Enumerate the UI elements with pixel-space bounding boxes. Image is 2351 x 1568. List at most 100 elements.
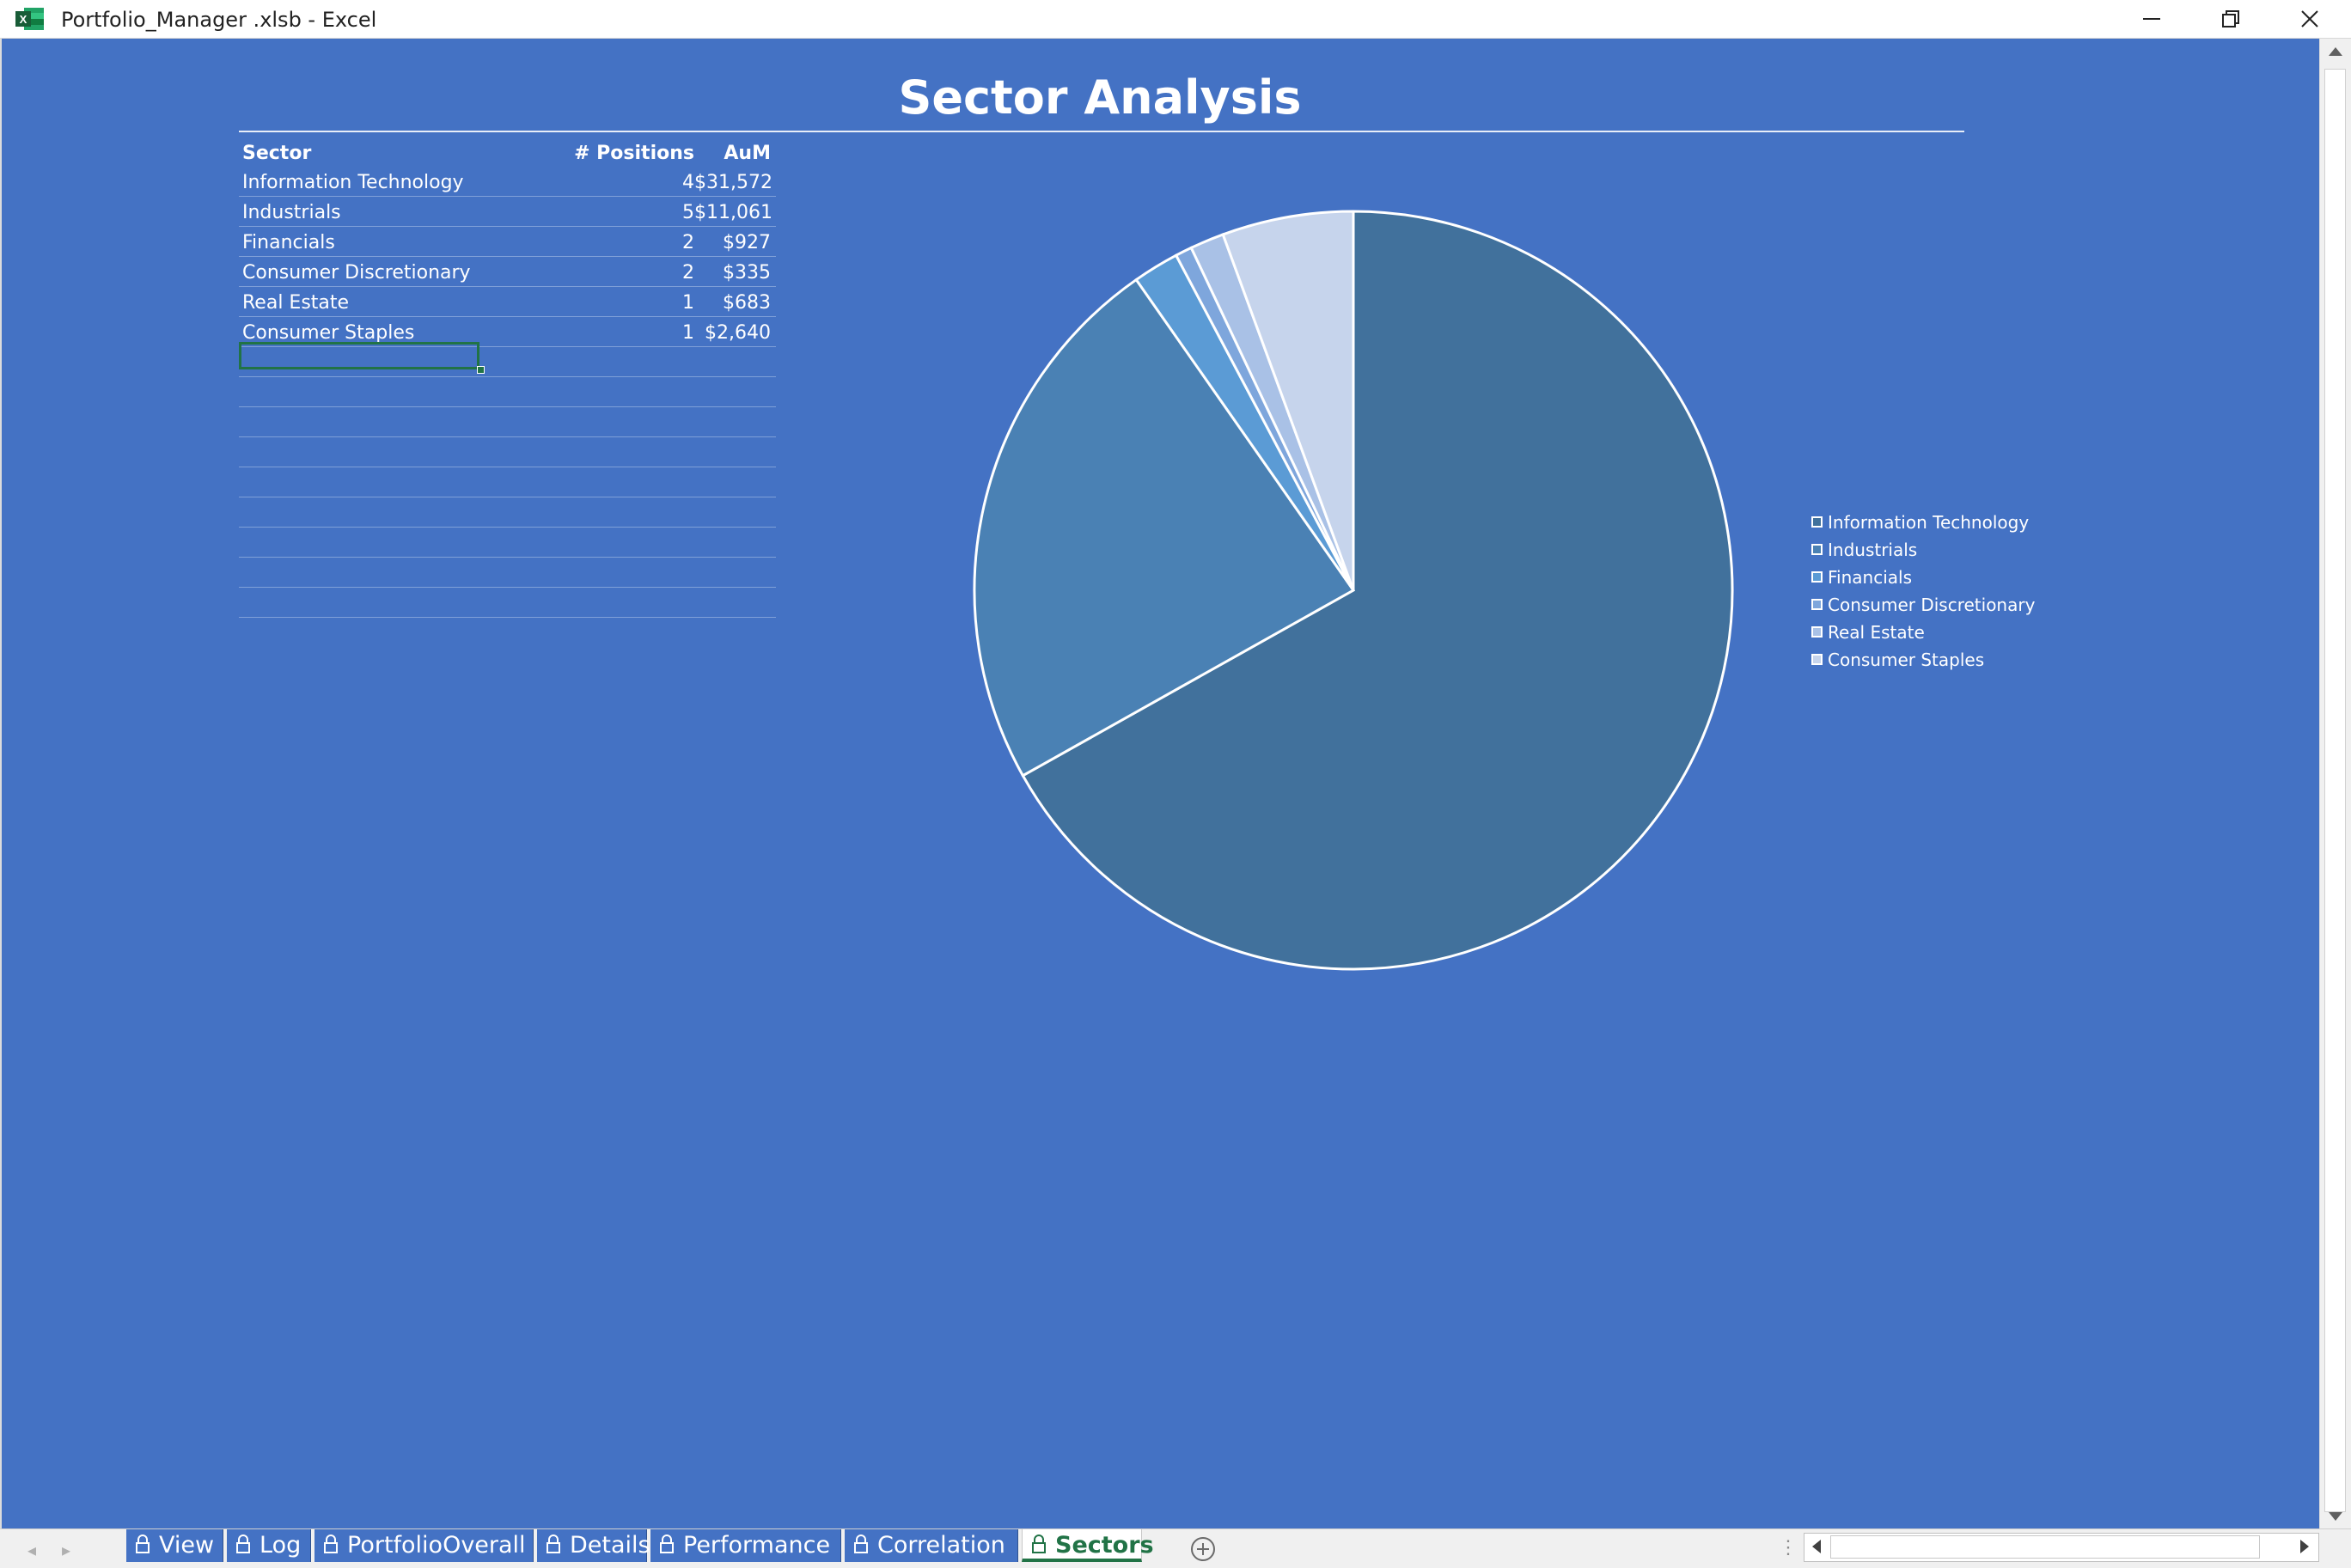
sheet-tab-label: Sectors [1055, 1532, 1154, 1559]
legend-label: Information Technology [1828, 512, 2030, 533]
restore-icon [2222, 10, 2239, 27]
table-row: Real Estate 1 $683 [239, 287, 776, 317]
legend-swatch [1811, 626, 1823, 638]
header-sector[interactable]: Sector [242, 143, 312, 164]
cell-sector[interactable]: Financials [242, 232, 335, 253]
legend-label: Financials [1828, 567, 1912, 588]
sheet-tab-details[interactable]: Details [537, 1529, 650, 1562]
lock-icon [854, 1534, 868, 1553]
sector-pie-chart[interactable] [945, 189, 1736, 979]
cell-sector[interactable]: Information Technology [242, 172, 464, 193]
lock-icon [136, 1534, 150, 1553]
empty-row[interactable] [239, 588, 776, 618]
table-row: Consumer Staples 1 $2,640 [239, 317, 776, 347]
cell-positions[interactable]: 1 [682, 322, 694, 344]
legend-label: Consumer Discretionary [1828, 595, 2036, 615]
legend-swatch [1811, 599, 1823, 610]
empty-row[interactable] [239, 528, 776, 558]
selected-cell[interactable] [239, 342, 479, 369]
lock-icon [324, 1534, 338, 1553]
sheet-left-border [0, 39, 2, 1528]
close-icon [2301, 10, 2318, 27]
table-row: Financials 2 $927 [239, 227, 776, 257]
lock-icon [547, 1534, 560, 1553]
minimize-icon [2143, 18, 2160, 20]
header-positions[interactable]: # Positions [574, 143, 694, 164]
scroll-left-arrow-icon[interactable] [1808, 1538, 1825, 1555]
header-aum[interactable]: AuM [724, 143, 771, 164]
sector-table: Sector # Positions AuM Information Techn… [239, 137, 776, 618]
close-button[interactable] [2270, 0, 2349, 38]
scroll-down-arrow-icon[interactable] [2327, 1508, 2344, 1525]
tab-splitter-icon[interactable]: ⋮ [1779, 1536, 1798, 1558]
add-sheet-button[interactable] [1190, 1536, 1216, 1562]
empty-row[interactable] [239, 437, 776, 467]
sheet-tab-correlation[interactable]: Correlation [845, 1529, 1018, 1562]
legend-swatch [1811, 654, 1823, 665]
sheet-tab-label: View [159, 1532, 215, 1559]
pie-slice-information-technology[interactable] [1021, 210, 1734, 971]
pie-slice-consumer-staples[interactable] [1221, 210, 1355, 591]
tab-scroll-left-icon[interactable]: ◂ [27, 1541, 37, 1560]
scroll-up-arrow-icon[interactable] [2327, 43, 2344, 60]
empty-row[interactable] [239, 407, 776, 437]
table-row: Industrials 5 $11,061 [239, 197, 776, 227]
table-header-row: Sector # Positions AuM [239, 137, 776, 167]
table-row: Consumer Discretionary 2 $335 [239, 257, 776, 287]
sheet-tab-performance[interactable]: Performance [650, 1529, 841, 1562]
sheet-tab-log[interactable]: Log [227, 1529, 311, 1562]
lock-icon [236, 1534, 250, 1553]
cell-positions[interactable]: 5 [682, 202, 694, 223]
title-bar: X Portfolio_Manager .xlsb - Excel [0, 0, 2351, 39]
sheet-title: Sector Analysis [898, 70, 1302, 125]
legend-swatch [1811, 571, 1823, 583]
legend-label: Industrials [1828, 540, 1918, 560]
lock-icon [660, 1534, 674, 1553]
tab-scroll-right-icon[interactable]: ▸ [62, 1541, 71, 1560]
cell-sector[interactable]: Consumer Staples [242, 322, 415, 344]
cell-positions[interactable]: 4 [682, 172, 694, 193]
empty-row[interactable] [239, 558, 776, 588]
scroll-right-arrow-icon[interactable] [2296, 1538, 2313, 1555]
excel-icon: X [15, 8, 44, 30]
window-title: Portfolio_Manager .xlsb - Excel [61, 8, 377, 32]
cell-aum[interactable]: $2,640 [705, 322, 771, 344]
pie-slice-industrials[interactable] [973, 278, 1356, 778]
legend-label: Consumer Staples [1828, 650, 1985, 670]
cell-positions[interactable]: 1 [682, 292, 694, 314]
cell-sector[interactable]: Industrials [242, 202, 341, 223]
svg-text:X: X [20, 13, 27, 26]
sheet-tab-portfoliooverall[interactable]: PortfolioOverall [314, 1529, 534, 1562]
sheet-tab-label: PortfolioOverall [347, 1532, 526, 1559]
empty-row[interactable] [239, 497, 776, 528]
cell-aum[interactable]: $31,572 [694, 172, 772, 193]
sheet-tab-label: Log [260, 1532, 302, 1559]
cell-aum[interactable]: $11,061 [694, 202, 772, 223]
sheet-tab-view[interactable]: View [126, 1529, 223, 1562]
cell-positions[interactable]: 2 [682, 232, 694, 253]
legend-swatch [1811, 544, 1823, 555]
sheet-tab-label: Correlation [877, 1532, 1005, 1559]
title-underline [239, 131, 1964, 132]
table-row: Information Technology 4 $31,572 [239, 167, 776, 197]
cell-sector[interactable]: Real Estate [242, 292, 350, 314]
cell-aum[interactable]: $335 [723, 262, 771, 284]
vertical-scroll-thumb[interactable] [2324, 69, 2346, 1512]
legend-label: Real Estate [1828, 622, 1925, 643]
fill-handle[interactable] [477, 366, 485, 374]
empty-row[interactable] [239, 347, 776, 377]
minimize-button[interactable] [2112, 0, 2191, 38]
cell-positions[interactable]: 2 [682, 262, 694, 284]
empty-row[interactable] [239, 377, 776, 407]
lock-icon [1032, 1534, 1046, 1553]
sheet-tab-label: Details [570, 1532, 650, 1559]
cell-aum[interactable]: $683 [723, 292, 771, 314]
empty-row[interactable] [239, 467, 776, 497]
sheet-tab-label: Performance [683, 1532, 831, 1559]
restore-button[interactable] [2191, 0, 2270, 38]
cell-sector[interactable]: Consumer Discretionary [242, 262, 471, 284]
sheet-tab-sectors[interactable]: Sectors [1022, 1529, 1154, 1562]
horizontal-scroll-thumb[interactable] [1830, 1535, 2260, 1559]
cell-aum[interactable]: $927 [723, 232, 771, 253]
legend-swatch [1811, 516, 1823, 528]
